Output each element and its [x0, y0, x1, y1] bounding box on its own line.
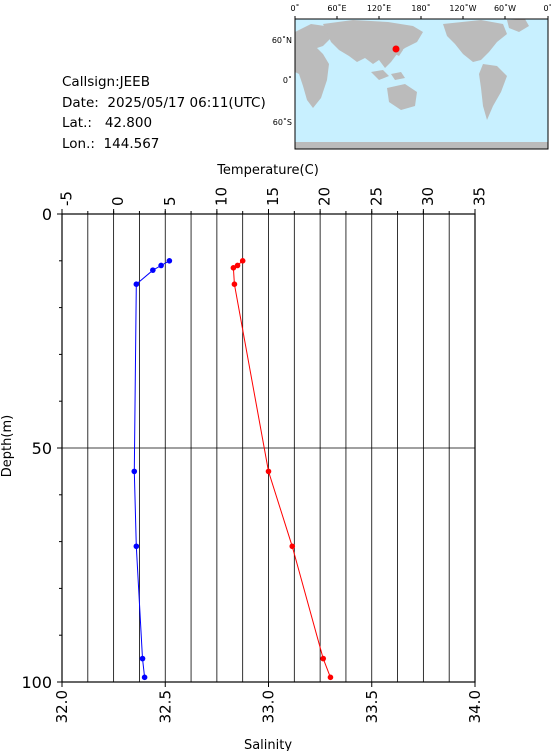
- salinity-point: [131, 468, 138, 475]
- temperature-point: [239, 258, 246, 264]
- temperature-point: [234, 262, 241, 269]
- temperature-tick-label: 30: [419, 187, 437, 206]
- temperature-tick-label: 25: [367, 187, 385, 206]
- depth-axis-label: Depth(m): [0, 415, 15, 477]
- temperature-tick-label: -5: [58, 191, 76, 206]
- map-lat-label: 0˚: [283, 75, 292, 85]
- map-lon-label: 120˚E: [367, 3, 391, 13]
- temperature-tick-label: 5: [161, 196, 179, 206]
- map-lon-label: 0˚: [290, 3, 299, 13]
- temperature-tick-label: 35: [471, 187, 489, 206]
- temperature-axis-label: Temperature(C): [216, 163, 319, 178]
- date-row: Date: 2025/05/17 06:11(UTC): [62, 93, 266, 114]
- map-left-labels: 60˚N 0˚ 60˚S: [272, 35, 292, 127]
- temperature-point: [320, 655, 327, 662]
- temperature-tick-label: 20: [316, 187, 334, 206]
- salinity-tick-label: 33.0: [260, 690, 278, 723]
- temperature-axis-ticks: -5 0 5 10 15 20 25 30 35: [58, 187, 489, 214]
- temperature-tick-label: 0: [109, 196, 127, 206]
- lon-row: Lon.: 144.567: [62, 134, 266, 155]
- salinity-point: [166, 258, 173, 264]
- callsign-row: Callsign:JEEB: [62, 72, 266, 93]
- profile-chart: -5 0 5 10 15 20 25 30 35 32.0 32.5 33.0 33.5 34.0 0 5…: [0, 163, 489, 751]
- map-lon-label: 0˚: [543, 3, 551, 13]
- station-marker: [392, 45, 400, 53]
- plot-frame: [61, 213, 476, 683]
- map-top-labels: 0˚ 60˚E 120˚E 180˚ 120˚W 60˚W 0˚: [290, 3, 551, 19]
- depth-axis-ticks: 0 50 100: [21, 205, 62, 692]
- temperature-point: [231, 281, 238, 287]
- salinity-point: [141, 674, 148, 681]
- temperature-point: [327, 674, 334, 681]
- world-map: 0˚ 60˚E 120˚E 180˚ 120˚W 60˚W 0˚ 60˚N 0˚ 60˚S: [272, 3, 551, 150]
- salinity-point: [133, 543, 140, 550]
- depth-tick-label: 50: [32, 439, 52, 458]
- salinity-point: [139, 655, 146, 662]
- temperature-line: [232, 260, 331, 678]
- map-lon-label: 60˚E: [327, 3, 346, 13]
- date-label: Date:: [62, 94, 99, 111]
- salinity-tick-label: 33.5: [363, 690, 381, 723]
- salinity-point: [158, 262, 164, 269]
- temperature-tick-label: 10: [212, 187, 230, 206]
- date-value: 2025/05/17 06:11(UTC): [107, 94, 266, 111]
- lon-value: 144.567: [103, 135, 160, 152]
- lat-label: Lat.:: [62, 115, 92, 131]
- salinity-point: [150, 267, 156, 273]
- map-lon-label: 180˚: [411, 3, 430, 13]
- depth-tick-label: 100: [21, 673, 52, 692]
- chart-series: [131, 258, 334, 681]
- callsign-label: Callsign:: [62, 74, 120, 90]
- salinity-point: [133, 281, 140, 287]
- temperature-tick-label: 15: [264, 187, 282, 206]
- temperature-point: [289, 543, 296, 550]
- station-info: Callsign:JEEB Date: 2025/05/17 06:11(UTC…: [62, 72, 266, 154]
- map-lon-label: 60˚W: [494, 3, 516, 13]
- salinity-tick-label: 32.0: [53, 690, 71, 723]
- salinity-tick-label: 32.5: [156, 690, 174, 723]
- lon-label: Lon.:: [62, 135, 95, 152]
- map-lat-label: 60˚S: [273, 117, 292, 127]
- temperature-point: [265, 468, 272, 475]
- map-lat-label: 60˚N: [272, 35, 292, 45]
- salinity-tick-label: 34.0: [466, 690, 484, 723]
- lat-row: Lat.: 42.800: [62, 113, 266, 134]
- lat-value: 42.800: [104, 115, 153, 131]
- salinity-axis-label: Salinity: [244, 738, 292, 751]
- map-land: [295, 19, 548, 149]
- callsign-value: JEEB: [119, 74, 150, 90]
- depth-tick-label: 0: [42, 205, 52, 224]
- salinity-axis-ticks: 32.0 32.5 33.0 33.5 34.0: [53, 682, 484, 723]
- chart-grid: [62, 214, 475, 682]
- map-lon-label: 120˚W: [449, 3, 476, 13]
- temperature-point: [230, 265, 237, 271]
